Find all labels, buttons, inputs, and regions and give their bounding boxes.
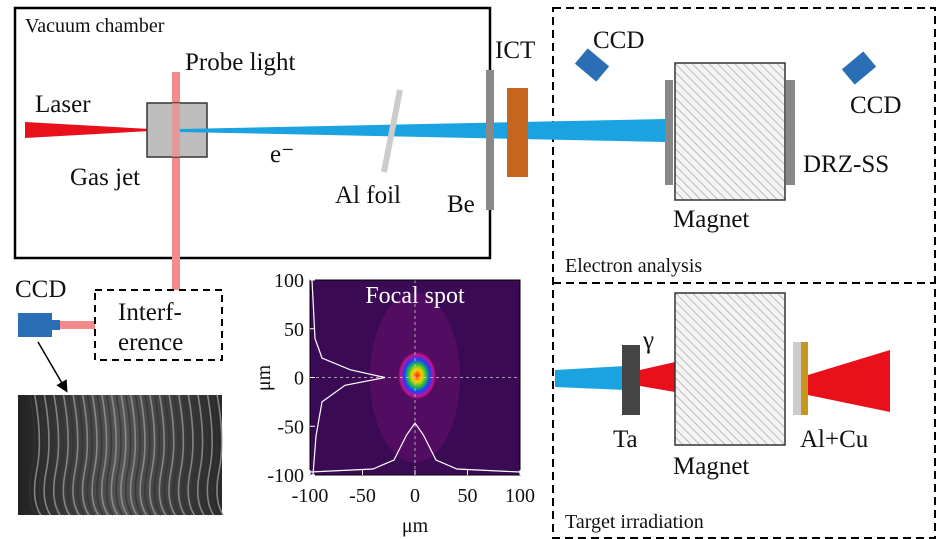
magnet-bottom <box>675 293 785 445</box>
al-foil-label: Al foil <box>335 182 401 209</box>
probe-light-label: Probe light <box>185 49 295 76</box>
laser-label: Laser <box>35 91 91 118</box>
x-tick-label: 0 <box>410 485 420 507</box>
laser-beam <box>25 122 150 138</box>
x-tick-label: -100 <box>292 485 329 507</box>
ccd-right <box>842 51 876 84</box>
x-tick-label: 50 <box>458 485 478 507</box>
probe-to-ccd <box>60 321 95 329</box>
interference-label-1: Interf- <box>118 299 182 326</box>
gamma-label: γ <box>642 327 654 354</box>
magnet-top <box>675 63 785 200</box>
x-tick-label: -50 <box>349 485 376 507</box>
y-tick-label: 0 <box>294 368 304 390</box>
ict-label: ICT <box>495 37 535 64</box>
gas-jet-label: Gas jet <box>70 164 140 191</box>
cu-target <box>801 342 808 415</box>
be-window <box>486 70 494 210</box>
y-tick-label: -50 <box>277 416 304 438</box>
electron-label: e⁻ <box>270 141 294 168</box>
magnet-top-label: Magnet <box>673 206 749 233</box>
ccd-left-label: CCD <box>15 276 66 303</box>
ccd-lens <box>52 320 60 330</box>
electron-beam-bottom <box>555 366 625 390</box>
x-axis-label: μm <box>402 515 429 537</box>
gamma-cone <box>808 350 890 412</box>
interferogram <box>18 395 223 515</box>
probe-light-overlap <box>172 103 180 157</box>
focal-spot-inset: Focal spot -100 -50 0 50 100 -100 -50 0 50 100 μm μm <box>253 270 535 537</box>
vacuum-chamber-label: Vacuum chamber <box>25 15 165 37</box>
ccd-left <box>18 313 52 337</box>
x-tick-label: 100 <box>505 485 535 507</box>
drz-screen <box>786 80 795 185</box>
magnet-plate-left <box>665 80 673 185</box>
ta-label: Ta <box>613 426 638 453</box>
ict <box>507 88 528 177</box>
be-label: Be <box>447 191 475 218</box>
target-irradiation-label: Target irradiation <box>565 511 704 533</box>
ccd-top-label: CCD <box>593 27 644 54</box>
al-target <box>793 342 801 415</box>
drz-label: DRZ-SS <box>803 151 889 178</box>
ta-converter <box>622 345 640 415</box>
magnet-bottom-label: Magnet <box>673 453 749 480</box>
arrow <box>38 342 66 390</box>
diagram: Vacuum chamber Electron analysis Target … <box>0 0 937 539</box>
interference-label-2: erence <box>118 329 183 356</box>
y-axis-label: μm <box>253 364 275 391</box>
electron-analysis-label: Electron analysis <box>565 255 702 277</box>
y-tick-label: 100 <box>274 270 304 292</box>
page: {"labels": {"vacuum_chamber": "Vacuum ch… <box>0 0 937 539</box>
alcu-label: Al+Cu <box>800 426 869 453</box>
electron-beam <box>180 119 665 142</box>
ccd-right-label: CCD <box>850 92 901 119</box>
gamma-beam <box>640 362 675 392</box>
focal-spot <box>397 351 437 401</box>
y-tick-label: 50 <box>284 319 304 341</box>
inset-title: Focal spot <box>365 283 465 309</box>
y-tick-label: -100 <box>267 465 304 487</box>
